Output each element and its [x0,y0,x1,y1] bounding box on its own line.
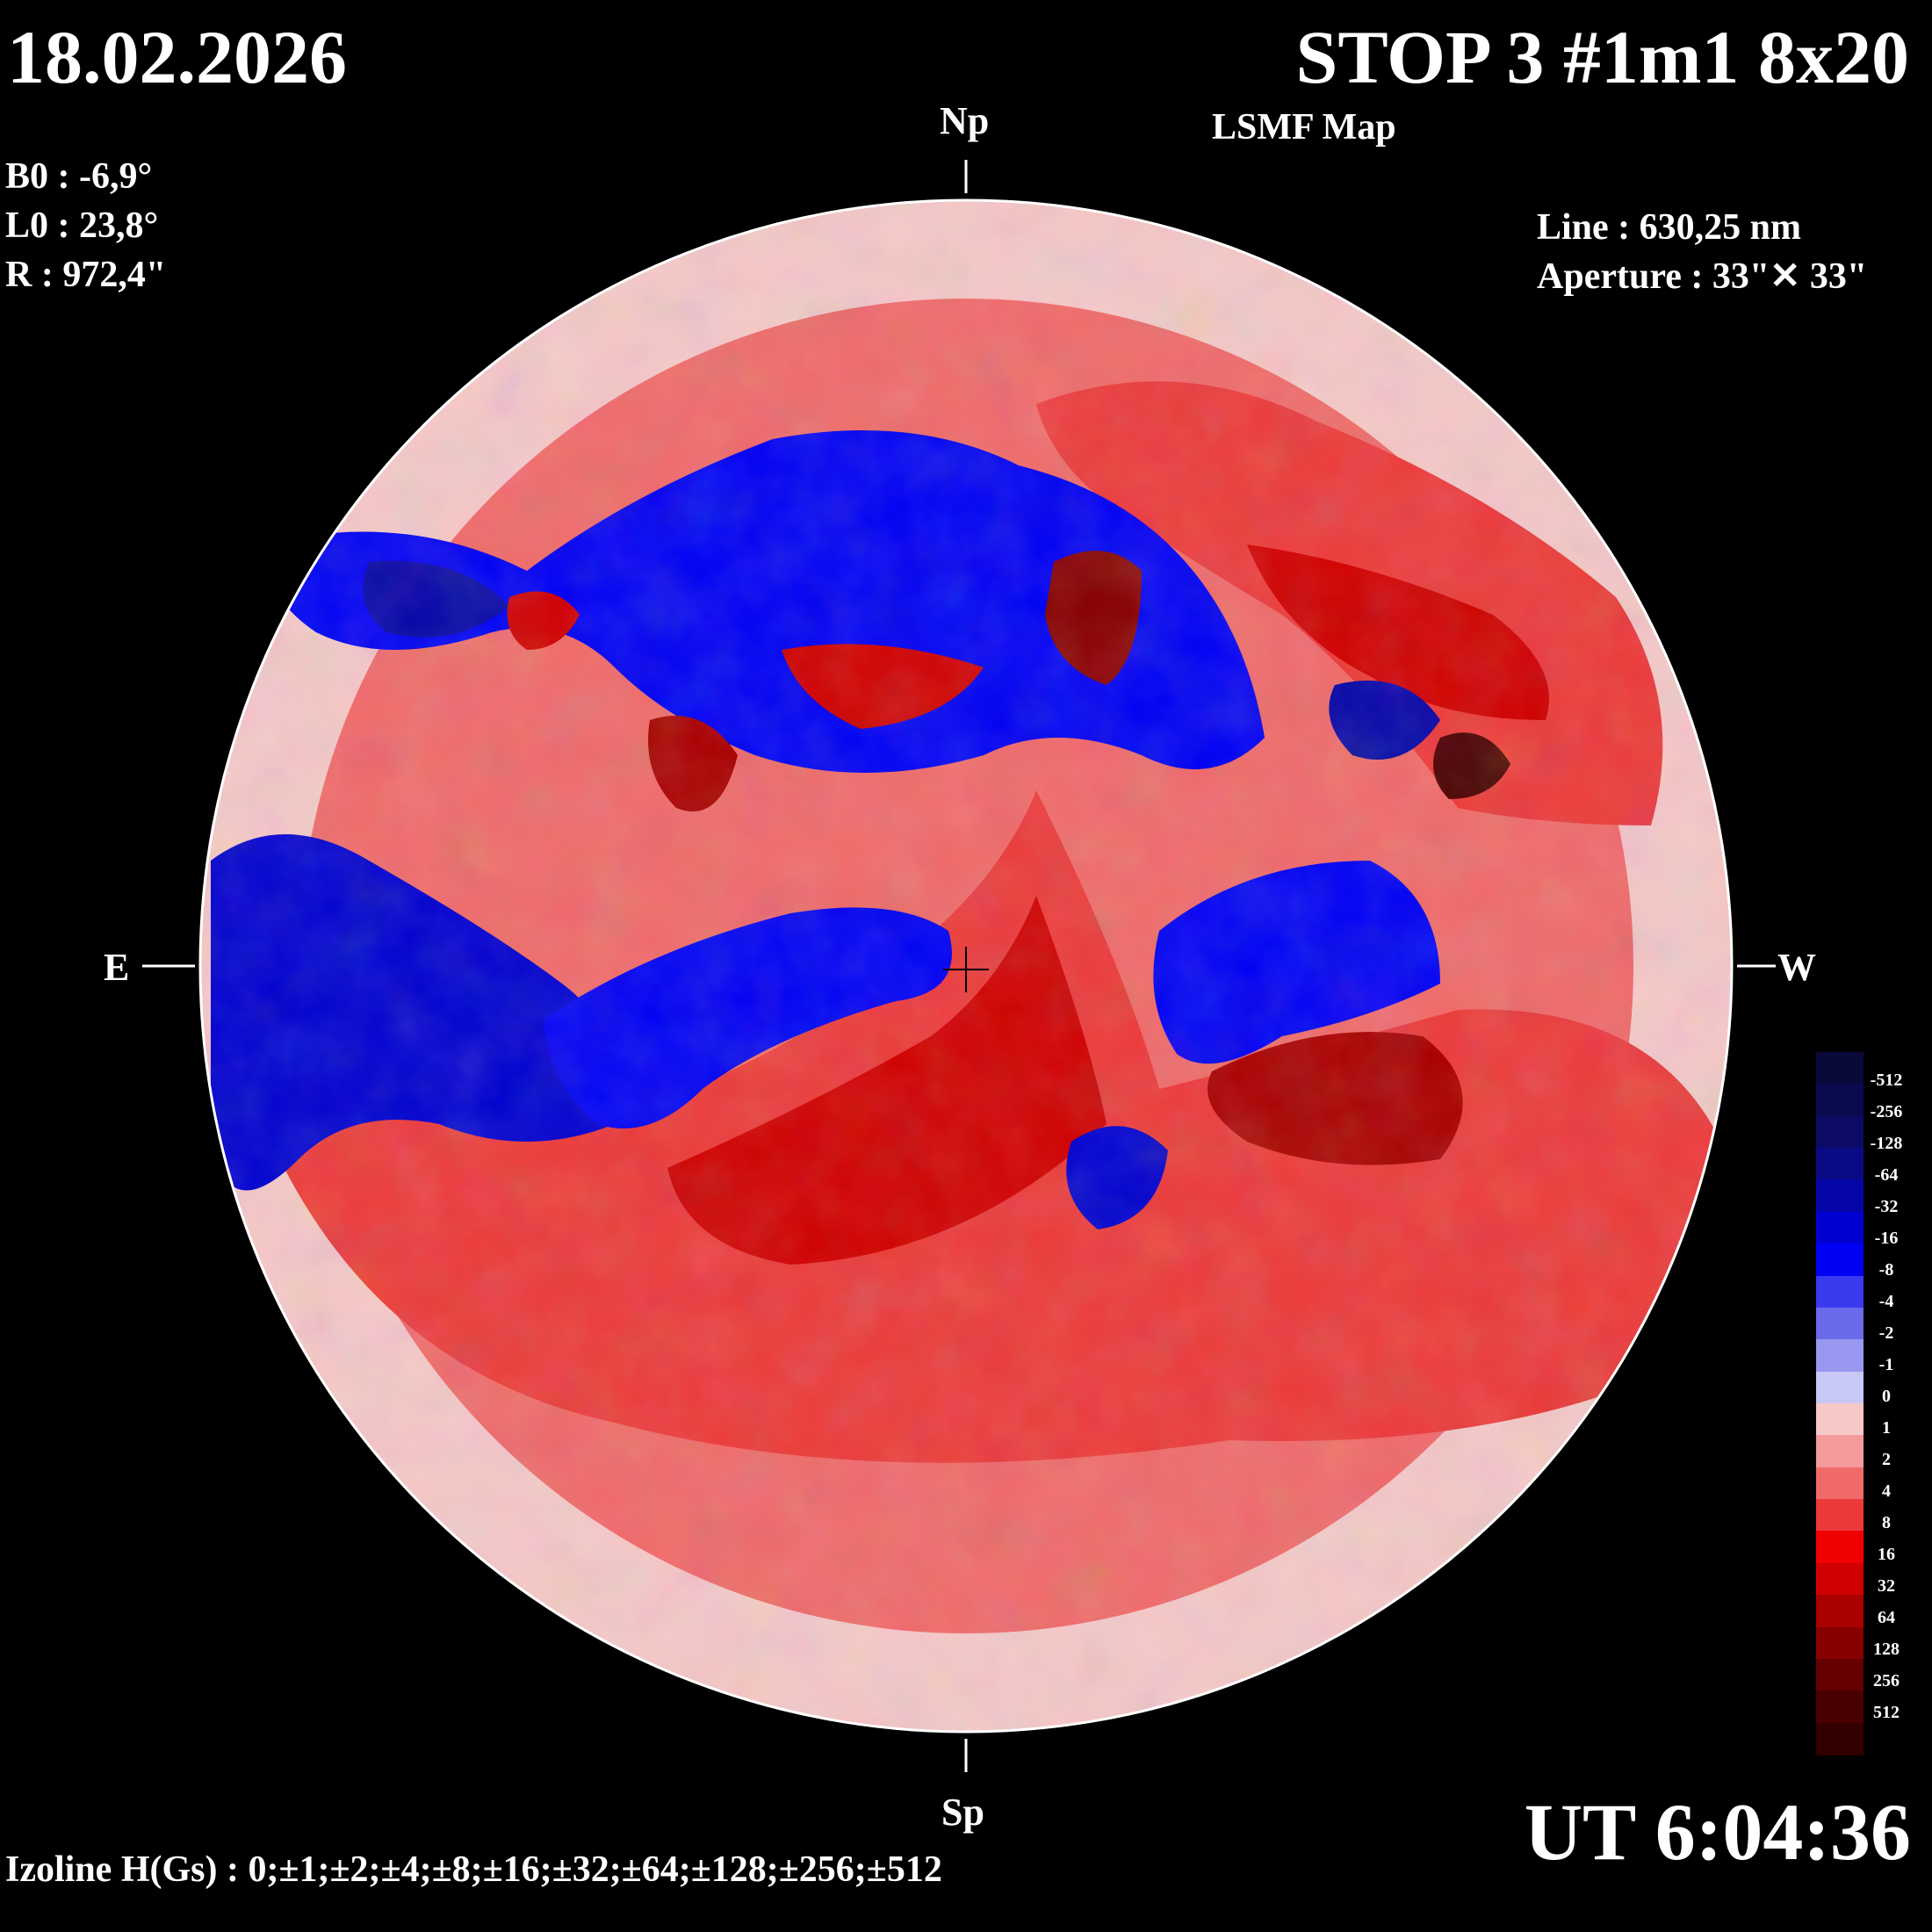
legend-swatch [1816,1244,1864,1277]
ut-time: UT 6:04:36 [1524,1787,1911,1877]
date-label: 18.02.2026 [7,15,347,99]
legend-swatch [1816,1084,1864,1117]
legend-swatch [1816,1371,1864,1404]
legend-label: 4 [1882,1481,1891,1501]
aperture-param: Aperture : 33"✕ 33" [1537,256,1868,297]
map-title: STOP 3 #1m1 8x20 [1295,15,1909,99]
disk-limb [198,198,1734,1734]
south-pole-label: Sp [941,1791,984,1834]
legend-swatch [1816,1722,1864,1755]
legend-swatch [1816,1211,1864,1245]
legend-swatch [1816,1339,1864,1373]
legend-swatch [1816,1403,1864,1437]
legend-swatch [1816,1562,1864,1597]
west-label: W [1777,946,1816,989]
l0-param: L0 : 23,8° [5,205,159,246]
legend-swatch [1816,1148,1864,1181]
legend-label: -4 [1878,1292,1894,1311]
legend-label: 32 [1878,1576,1895,1596]
legend-label: 16 [1878,1545,1895,1564]
legend-label: -256 [1870,1102,1903,1121]
legend-label: 2 [1882,1450,1891,1469]
legend-swatch [1816,1690,1864,1724]
legend-swatch [1816,1531,1864,1564]
legend-label: 0 [1882,1387,1891,1406]
legend-swatch [1816,1275,1864,1308]
legend-label: -128 [1870,1134,1903,1153]
legend-label: 1 [1882,1418,1891,1438]
map-subtitle: LSMF Map [1212,107,1396,148]
legend-swatch [1816,1658,1864,1692]
legend-swatch [1816,1052,1864,1085]
b0-param: B0 : -6,9° [5,156,153,197]
legend-label: 256 [1873,1671,1900,1690]
legend-label: 128 [1873,1640,1900,1659]
color-legend [1816,1052,1864,1755]
legend-label: 512 [1873,1703,1900,1722]
izoline-label: Izoline H(Gs) : 0;±1;±2;±4;±8;±16;±32;±6… [5,1849,942,1890]
legend-swatch [1816,1499,1864,1532]
line-param: Line : 630,25 nm [1537,207,1802,248]
legend-swatch [1816,1626,1864,1660]
legend-label: -2 [1878,1323,1894,1343]
legend-label: -8 [1878,1260,1894,1280]
north-pole-label: Np [940,99,990,142]
legend-swatch [1816,1467,1864,1501]
east-label: E [104,946,130,989]
legend-swatch [1816,1595,1864,1628]
legend-swatch [1816,1307,1864,1341]
radius-param: R : 972,4" [5,255,167,295]
legend-swatch [1816,1115,1864,1150]
legend-label: -32 [1874,1197,1899,1216]
legend-label: 8 [1882,1513,1891,1532]
legend-swatch [1816,1179,1864,1213]
legend-label: -512 [1870,1071,1903,1090]
legend-label: 64 [1878,1608,1895,1627]
legend-swatch [1816,1435,1864,1468]
legend-label: -64 [1874,1165,1899,1185]
legend-label: -16 [1874,1229,1899,1248]
legend-label: -1 [1878,1355,1894,1374]
